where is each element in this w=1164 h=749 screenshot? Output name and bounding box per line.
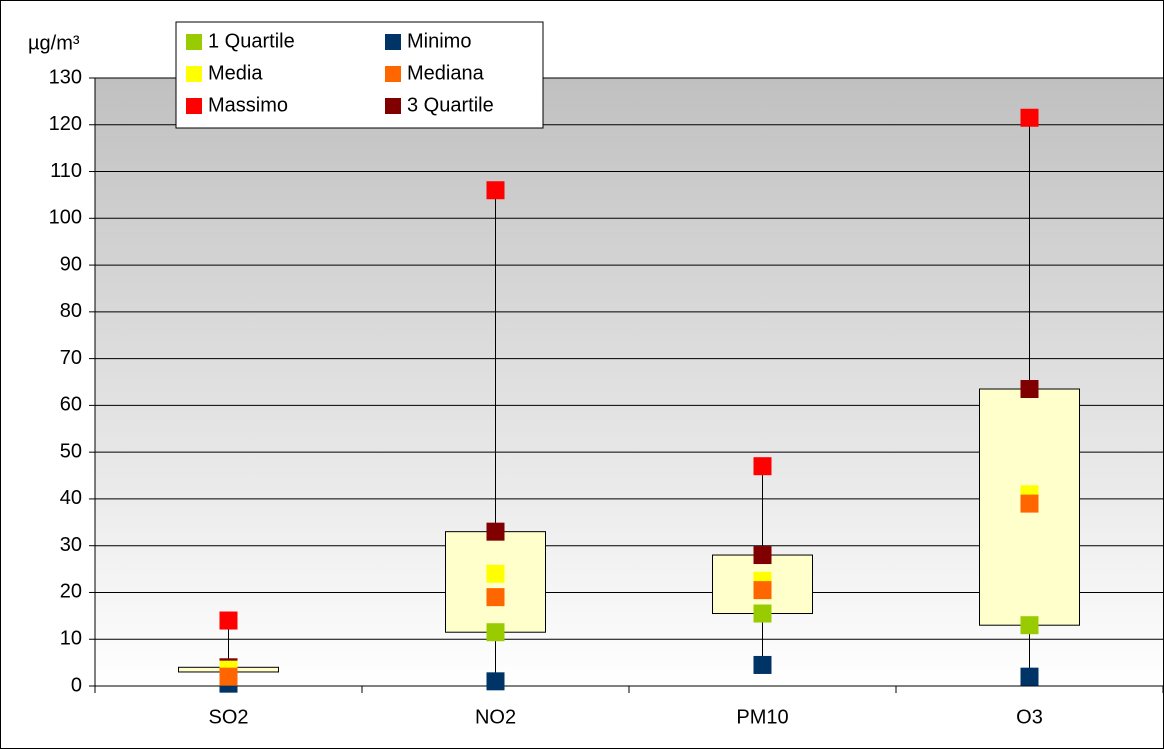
y-tick-label: 80: [60, 300, 82, 322]
x-tick-label: PM10: [736, 706, 788, 728]
marker: [1020, 616, 1039, 635]
y-axis-label: µg/m³: [28, 32, 80, 54]
marker: [219, 611, 238, 630]
legend-label: Massimo: [208, 94, 288, 116]
marker: [753, 457, 772, 476]
legend-swatch: [186, 34, 202, 50]
marker: [219, 667, 238, 686]
marker: [753, 655, 772, 674]
marker: [1020, 380, 1039, 399]
x-tick-label: O3: [1016, 706, 1043, 728]
legend-label: Media: [208, 62, 263, 84]
marker: [486, 522, 505, 541]
marker: [1020, 108, 1039, 127]
x-tick-label: NO2: [475, 706, 516, 728]
legend: [175, 21, 544, 129]
y-tick-label: 0: [71, 674, 82, 696]
legend-swatch: [186, 98, 202, 114]
y-tick-label: 130: [49, 66, 82, 88]
legend-label: Mediana: [407, 62, 485, 84]
y-tick-label: 20: [60, 581, 82, 603]
y-tick-label: 10: [60, 628, 82, 650]
legend-swatch: [385, 98, 401, 114]
legend-label: Minimo: [407, 30, 471, 52]
y-tick-label: 40: [60, 487, 82, 509]
legend-swatch: [385, 66, 401, 82]
y-tick-label: 90: [60, 253, 82, 275]
marker: [486, 588, 505, 607]
marker: [486, 623, 505, 642]
y-tick-label: 110: [50, 160, 82, 182]
marker: [1020, 494, 1039, 513]
legend-label: 1 Quartile: [208, 30, 295, 52]
y-tick-label: 120: [49, 113, 82, 135]
y-tick-label: 50: [60, 440, 82, 462]
y-tick-label: 100: [49, 207, 82, 229]
marker: [753, 604, 772, 623]
legend-label: 3 Quartile: [407, 94, 494, 116]
marker: [486, 181, 505, 200]
y-tick-label: 30: [60, 534, 82, 556]
y-tick-label: 70: [60, 347, 82, 369]
legend-swatch: [186, 66, 202, 82]
marker: [486, 564, 505, 583]
y-tick-label: 60: [60, 394, 82, 416]
legend-swatch: [385, 34, 401, 50]
marker: [1020, 667, 1039, 686]
marker: [486, 672, 505, 691]
x-tick-label: SO2: [208, 706, 248, 728]
marker: [753, 581, 772, 600]
marker: [753, 546, 772, 565]
